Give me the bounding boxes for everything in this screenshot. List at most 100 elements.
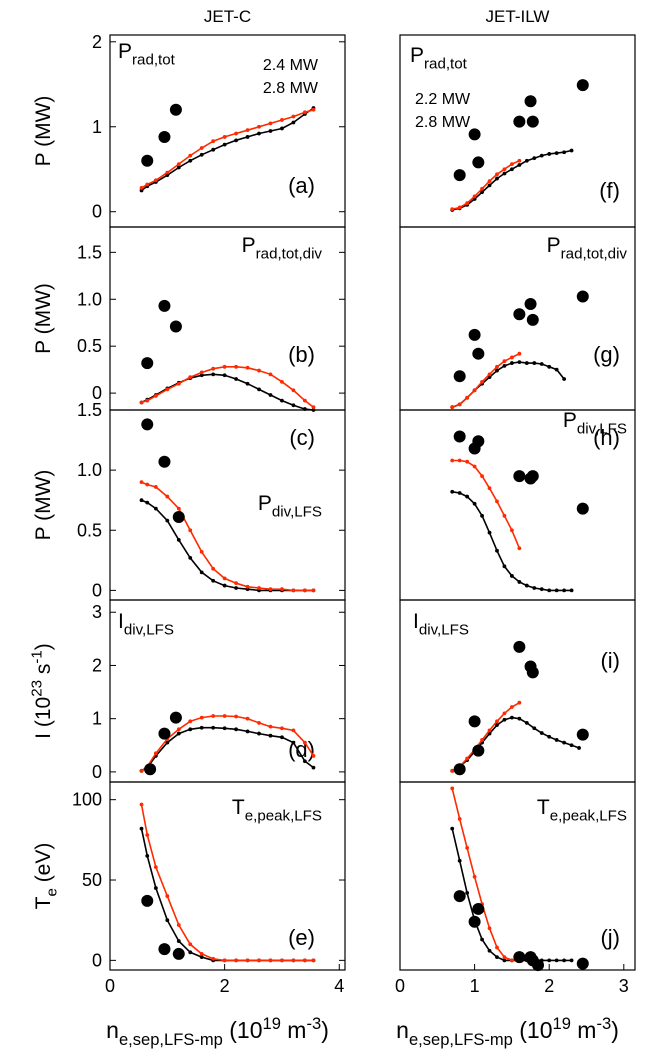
data-point xyxy=(526,313,539,326)
y-tick-label: 0 xyxy=(92,950,102,970)
panel-label-part: P xyxy=(242,234,256,257)
line-marker xyxy=(302,958,307,963)
data-point xyxy=(141,894,154,907)
y-tick-label: 2 xyxy=(92,32,102,52)
line-marker xyxy=(547,734,552,739)
line-marker xyxy=(480,474,484,479)
line-marker xyxy=(188,153,193,158)
y-tick-label: 1.0 xyxy=(77,460,102,480)
line-marker xyxy=(465,845,470,850)
line-marker xyxy=(245,584,250,589)
line-marker xyxy=(222,364,227,369)
panel-letter: (h) xyxy=(593,425,620,450)
line-marker xyxy=(280,735,284,740)
line-marker xyxy=(145,482,150,487)
y-axis-label-part: P (MW) xyxy=(32,96,55,167)
line-marker xyxy=(257,721,261,725)
line-marker xyxy=(234,727,238,732)
line-marker xyxy=(145,854,150,858)
panel-label-part: div,LFS xyxy=(577,420,627,437)
panel-label-part: div,LFS xyxy=(419,621,469,638)
line-marker xyxy=(510,361,514,365)
x-tick-label: 2 xyxy=(220,976,230,996)
line-marker xyxy=(510,705,514,709)
y-tick-label: 2 xyxy=(92,655,102,675)
line-marker xyxy=(153,751,158,756)
data-point xyxy=(524,297,537,310)
data-point xyxy=(576,79,589,92)
line-marker xyxy=(517,158,522,163)
line-marker xyxy=(562,150,567,155)
line-marker xyxy=(495,172,499,177)
panel-label-part: I xyxy=(413,610,419,633)
line-marker xyxy=(517,580,522,584)
line-marker xyxy=(502,171,507,176)
line-marker xyxy=(268,724,273,729)
x-tick-label: 1 xyxy=(470,976,480,996)
data-point xyxy=(576,502,589,515)
line-marker xyxy=(465,201,470,206)
line-marker xyxy=(176,162,181,167)
panel-label: Prad,tot xyxy=(410,44,468,72)
line-marker xyxy=(211,956,216,961)
y-tick-label: 1.0 xyxy=(77,289,102,309)
line-marker xyxy=(188,158,193,163)
x-tick-label: 4 xyxy=(334,976,344,996)
panel-letter: (d) xyxy=(288,737,315,762)
line-marker xyxy=(495,499,499,504)
data-point xyxy=(532,959,545,972)
panel-label-part: rad,tot xyxy=(132,51,176,68)
line-marker xyxy=(211,366,216,371)
line-marker xyxy=(291,740,296,745)
x-tick-label: 0 xyxy=(395,976,405,996)
panel-label-part: T xyxy=(537,796,550,819)
line-marker xyxy=(176,506,181,511)
line-marker xyxy=(495,548,499,553)
x-tick-label: 0 xyxy=(105,976,115,996)
panel-letter: (i) xyxy=(600,648,620,673)
data-line xyxy=(451,788,520,962)
y-axis-label-part: ) xyxy=(32,643,55,650)
line-marker xyxy=(199,725,204,730)
line-marker xyxy=(465,395,470,400)
data-point xyxy=(169,711,182,724)
data-point xyxy=(526,115,539,128)
line-marker xyxy=(502,359,507,364)
line-marker xyxy=(457,402,462,407)
line-marker xyxy=(311,958,316,963)
line-marker xyxy=(547,152,552,156)
line-marker xyxy=(495,955,499,960)
data-point xyxy=(141,154,154,167)
x-tick-label: 2 xyxy=(544,976,554,996)
x-axis-label-part: ) xyxy=(611,1017,619,1043)
data-point xyxy=(172,511,185,524)
data-point xyxy=(453,430,466,443)
line-marker xyxy=(176,537,181,542)
line-marker xyxy=(562,740,567,745)
line-marker xyxy=(577,746,581,750)
line-marker xyxy=(569,148,574,153)
x-axis-label-part: m xyxy=(571,1017,597,1043)
legend-entry: 2.2 MW xyxy=(415,91,471,108)
line-marker xyxy=(280,398,284,403)
data-point xyxy=(158,299,171,312)
panel-letter: (e) xyxy=(288,925,315,950)
panel-label: Prad,tot,div xyxy=(242,234,323,262)
line-marker xyxy=(268,129,273,133)
line-marker xyxy=(502,513,507,518)
x-axis-label: ne,sep,LFS-mp (1019 m-3) xyxy=(106,1014,329,1049)
y-axis-label: P (MW) xyxy=(32,96,55,167)
data-line xyxy=(452,459,521,549)
x-axis-label-part: -3 xyxy=(596,1014,611,1033)
data-point xyxy=(513,640,526,653)
line-marker xyxy=(480,379,484,384)
line-marker xyxy=(222,142,227,147)
legend-entry: 2.8 MW xyxy=(415,114,471,131)
line-marker xyxy=(245,958,250,963)
y-tick-label: 1 xyxy=(92,117,102,137)
line-marker xyxy=(465,890,470,895)
line-marker xyxy=(199,549,204,554)
line-marker xyxy=(510,162,514,167)
panel-label: Te,peak,LFS xyxy=(537,796,627,824)
line-marker xyxy=(450,405,455,410)
